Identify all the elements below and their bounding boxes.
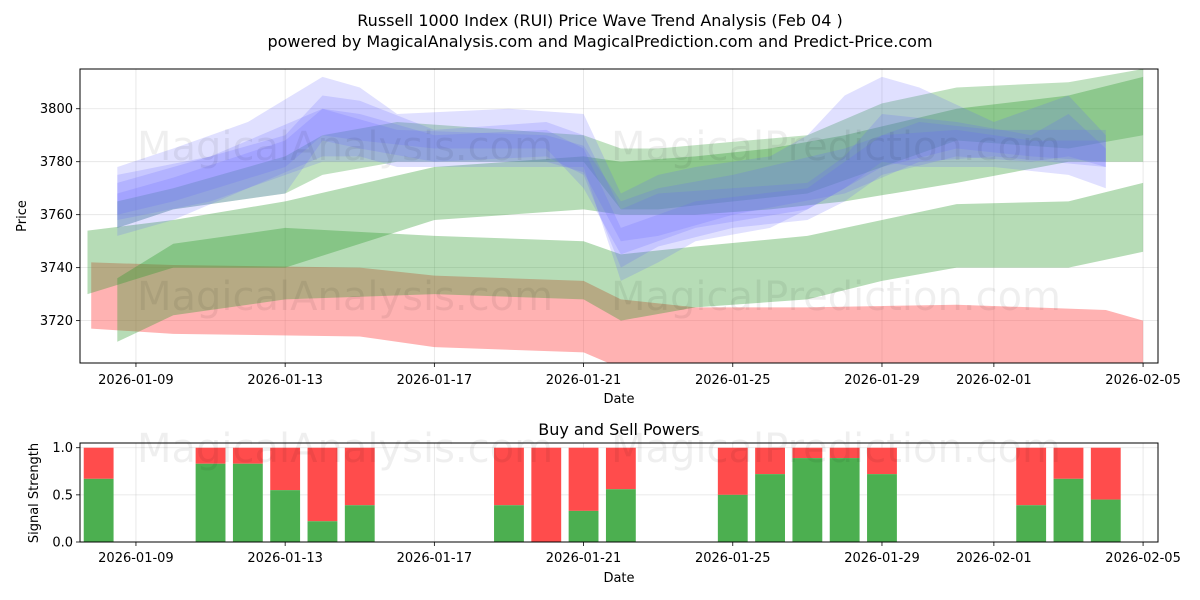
signal-chart: Buy and Sell Powers MagicalAnalysis.com …	[27, 420, 1181, 586]
signal-y-label: Signal Strength	[27, 443, 42, 543]
green-band	[117, 69, 1144, 228]
price-bands	[87, 69, 1144, 363]
watermark-prediction-mid: MagicalPrediction.com	[611, 274, 1061, 320]
price-plot-frame	[79, 68, 1159, 364]
price-x-tick-label: 2026-01-29	[844, 373, 920, 388]
signal-y-tick-label: 0.5	[52, 488, 73, 503]
signal-x-tick-label: 2026-02-01	[956, 551, 1032, 566]
sell-bar	[307, 447, 338, 522]
price-y-tick-label: 3800	[40, 102, 73, 117]
buy-bar	[83, 478, 114, 542]
buy-bar	[1016, 505, 1047, 542]
signal-x-tick-label: 2026-01-13	[247, 551, 323, 566]
watermark-analysis-bottom: MagicalAnalysis.com	[137, 426, 553, 472]
signal-x-tick-label: 2026-01-29	[844, 551, 920, 566]
sell-bar	[1053, 447, 1084, 479]
signal-chart-title: Buy and Sell Powers	[538, 420, 700, 439]
buy-bar	[755, 474, 785, 542]
signal-x-tick-label: 2026-01-17	[397, 551, 473, 566]
sell-bar	[344, 447, 375, 506]
price-y-label: Price	[15, 200, 30, 232]
sell-bar	[867, 447, 897, 475]
blue-band	[117, 108, 1106, 242]
price-x-tick-label: 2026-02-01	[956, 373, 1032, 388]
buy-bar	[232, 463, 263, 542]
red-band	[91, 262, 1144, 363]
chart-title-line1: Russell 1000 Index (RUI) Price Wave Tren…	[357, 11, 842, 30]
signal-plot-frame	[79, 442, 1159, 543]
sell-bar	[717, 447, 748, 495]
sell-bar	[792, 447, 823, 459]
signal-x-tick-label: 2026-01-21	[546, 551, 622, 566]
blue-band	[117, 95, 1106, 268]
watermark-prediction-bottom: MagicalPrediction.com	[611, 426, 1061, 472]
price-x-ticks: 2026-01-09 2026-01-13 2026-01-17 2026-01-21…	[98, 363, 1181, 388]
price-x-tick-label: 2026-02-05	[1105, 373, 1181, 388]
sell-bar	[270, 447, 301, 491]
buy-bar	[568, 510, 599, 542]
watermark-analysis-mid: MagicalAnalysis.com	[137, 274, 553, 320]
signal-x-tick-label: 2026-02-05	[1105, 551, 1181, 566]
sell-bar	[494, 447, 524, 506]
signal-x-tick-label: 2026-01-09	[98, 551, 174, 566]
sell-bar	[829, 447, 860, 459]
price-y-ticks: 3720 3740 3760 3780 3800	[40, 102, 80, 329]
price-grid	[80, 69, 1158, 363]
price-chart: MagicalAnalysis.com MagicalPrediction.co…	[15, 68, 1181, 407]
sell-bar	[195, 447, 226, 464]
blue-band	[117, 76, 1106, 281]
price-x-tick-label: 2026-01-21	[546, 373, 622, 388]
buy-bar	[605, 489, 636, 542]
buy-bar	[829, 458, 860, 542]
sell-bar	[1016, 447, 1047, 506]
blue-band	[117, 108, 1106, 255]
price-plot-area	[80, 69, 1158, 363]
price-x-tick-label: 2026-01-09	[98, 373, 174, 388]
signal-y-tick-label: 1.0	[52, 441, 73, 456]
sell-bar	[531, 447, 562, 542]
price-y-tick-label: 3740	[40, 261, 73, 276]
sell-bar	[755, 447, 785, 475]
buy-bar	[792, 458, 823, 542]
green-band	[87, 76, 1144, 295]
buy-bar	[867, 474, 897, 542]
price-x-tick-label: 2026-01-25	[695, 373, 771, 388]
buy-bar	[195, 463, 226, 542]
buy-bar	[717, 494, 748, 542]
buy-bar	[1090, 499, 1121, 542]
watermark-analysis-top: MagicalAnalysis.com	[137, 124, 553, 170]
price-y-tick-label: 3780	[40, 155, 73, 170]
chart-title-line2: powered by MagicalAnalysis.com and Magic…	[267, 32, 932, 51]
buy-bar	[307, 521, 338, 542]
price-x-tick-label: 2026-01-13	[247, 373, 323, 388]
signal-y-tick-label: 0.0	[52, 536, 73, 551]
buy-bar	[270, 490, 301, 542]
sell-bar	[1090, 447, 1121, 500]
green-band	[117, 182, 1144, 342]
price-x-label: Date	[603, 392, 634, 407]
signal-x-tick-label: 2026-01-25	[695, 551, 771, 566]
buy-bar	[344, 505, 375, 542]
signal-bars	[83, 447, 1121, 542]
buy-bar	[1053, 478, 1084, 542]
buy-bar	[494, 505, 524, 542]
sell-bar	[232, 447, 263, 464]
price-y-tick-label: 3760	[40, 208, 73, 223]
price-x-tick-label: 2026-01-17	[397, 373, 473, 388]
price-y-tick-label: 3720	[40, 314, 73, 329]
watermark-prediction-top: MagicalPrediction.com	[611, 124, 1061, 170]
signal-x-ticks: 2026-01-09 2026-01-13 2026-01-17 2026-01-21…	[98, 542, 1181, 566]
sell-bar	[83, 447, 114, 479]
sell-bar	[568, 447, 599, 511]
signal-x-label: Date	[603, 571, 634, 586]
price-band-layer	[87, 69, 1144, 363]
sell-bar	[605, 447, 636, 490]
signal-y-ticks: 0.0 0.5 1.0	[52, 441, 80, 551]
